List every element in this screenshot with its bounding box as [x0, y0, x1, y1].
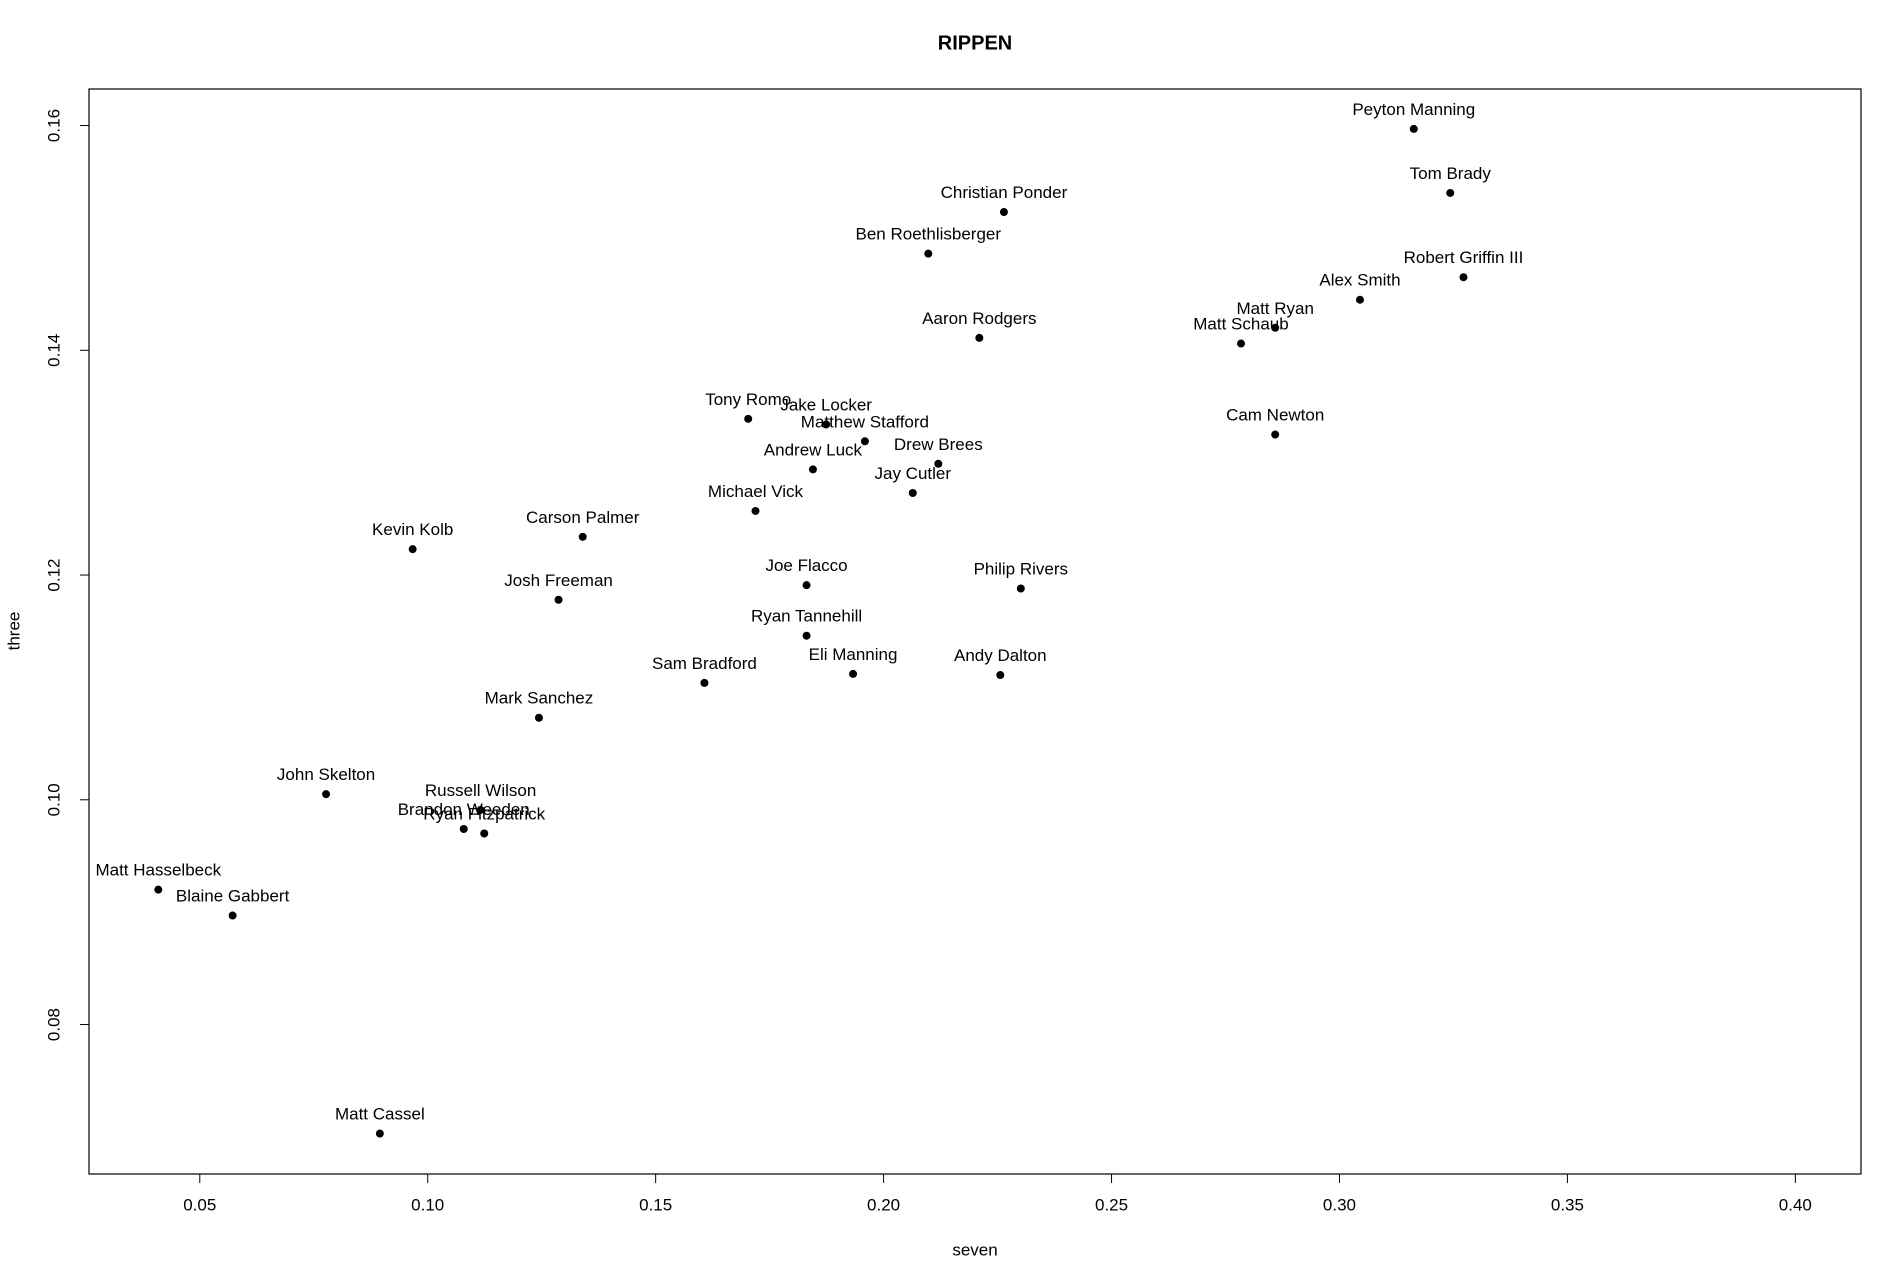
point-label: Andy Dalton [954, 646, 1047, 665]
point-label: Ryan Fitzpatrick [423, 804, 545, 823]
point [1271, 323, 1280, 332]
point [1237, 339, 1246, 348]
point-label: Blaine Gabbert [176, 887, 290, 906]
x-tick-label: 0.10 [411, 1195, 444, 1214]
y-tick-label: 0.16 [44, 109, 63, 142]
point [934, 459, 943, 468]
point-label: Matt Hasselbeck [95, 861, 221, 880]
point-label: Joe Flacco [765, 556, 847, 575]
point [154, 885, 163, 894]
point [744, 414, 753, 423]
point-label: Tom Brady [1410, 164, 1492, 183]
point-label: Robert Griffin III [1404, 248, 1524, 267]
point [802, 581, 811, 590]
point [480, 829, 489, 838]
point [1459, 273, 1468, 282]
point-label: Carson Palmer [526, 508, 640, 527]
plot-frame [88, 88, 1862, 1175]
chart-title: RIPPEN [938, 32, 1012, 54]
point-label: Kevin Kolb [372, 520, 453, 539]
point-label: Jay Cutler [875, 464, 952, 483]
x-axis-label: seven [952, 1240, 997, 1259]
point-label: Tony Romo [705, 390, 791, 409]
point-label: Eli Manning [809, 645, 898, 664]
y-tick-label: 0.08 [44, 1008, 63, 1041]
point-label: John Skelton [277, 765, 375, 784]
point-label: Peyton Manning [1352, 100, 1475, 119]
x-tick-label: 0.05 [183, 1195, 216, 1214]
point [1016, 584, 1025, 593]
x-tick-label: 0.35 [1551, 1195, 1584, 1214]
point [999, 208, 1008, 217]
point [408, 545, 417, 554]
point [375, 1129, 384, 1138]
point-label: Josh Freeman [504, 571, 613, 590]
point [908, 488, 917, 497]
point [476, 805, 485, 814]
y-tick-label: 0.12 [44, 558, 63, 591]
point-label: Sam Bradford [652, 654, 757, 673]
point-label: Michael Vick [708, 482, 804, 501]
y-axis-label: three [4, 612, 23, 651]
point [459, 825, 468, 834]
point [578, 532, 587, 541]
point [322, 790, 331, 799]
point-label: Matt Schaub [1193, 315, 1288, 334]
point-label: Alex Smith [1319, 271, 1400, 290]
point [860, 437, 869, 446]
point-label: Matt Cassel [335, 1105, 425, 1124]
x-tick-label: 0.25 [1095, 1195, 1128, 1214]
point [808, 465, 817, 474]
point [1271, 430, 1280, 439]
point [1446, 188, 1455, 197]
point [554, 595, 563, 604]
point-label: Christian Ponder [941, 183, 1068, 202]
point [700, 678, 709, 687]
point-label: Brandon Weeden [398, 800, 530, 819]
y-tick-label: 0.14 [44, 334, 63, 367]
point [534, 713, 543, 722]
point-label: Andrew Luck [764, 440, 863, 459]
point [802, 631, 811, 640]
point-label: Matt Ryan [1236, 299, 1313, 318]
x-tick-label: 0.40 [1779, 1195, 1812, 1214]
x-tick-label: 0.15 [639, 1195, 672, 1214]
point [751, 506, 760, 515]
point [1355, 295, 1364, 304]
point-label: Ben Roethlisberger [856, 225, 1002, 244]
point [924, 249, 933, 258]
point-label: Russell Wilson [425, 781, 536, 800]
y-tick-label: 0.10 [44, 783, 63, 816]
point [822, 420, 831, 429]
point-label: Cam Newton [1226, 406, 1324, 425]
point-label: Drew Brees [894, 435, 983, 454]
point [975, 333, 984, 342]
point-label: Ryan Tannehill [751, 607, 862, 626]
point [1409, 124, 1418, 133]
point-label: Jake Locker [780, 395, 872, 414]
point-label: Mark Sanchez [485, 689, 594, 708]
point [849, 669, 858, 678]
point [996, 671, 1005, 680]
point [228, 911, 237, 920]
x-tick-label: 0.20 [867, 1195, 900, 1214]
point-label: Philip Rivers [974, 560, 1068, 579]
point-label: Matthew Stafford [801, 412, 929, 431]
x-tick-label: 0.30 [1323, 1195, 1356, 1214]
point-label: Aaron Rodgers [922, 309, 1036, 328]
